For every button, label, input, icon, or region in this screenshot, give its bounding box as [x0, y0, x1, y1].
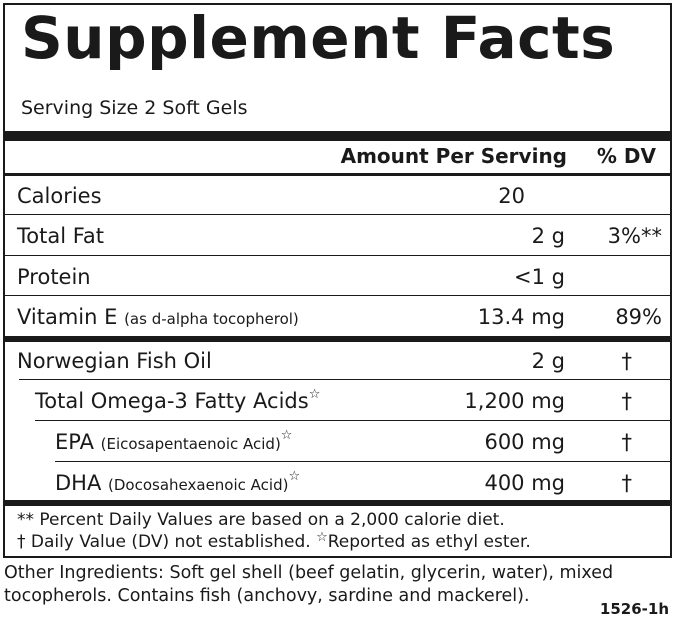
- nutrient-amount: 400 mg: [484, 471, 565, 495]
- nutrient-name: DHA (Docosahexaenoic Acid)☆: [55, 469, 301, 495]
- divider: [55, 461, 670, 462]
- nutrient-name: Vitamin E (as d-alpha tocopherol): [17, 305, 299, 329]
- thick-divider: [5, 336, 670, 342]
- nutrient-name: EPA (Eicosapentaenoic Acid)☆: [55, 428, 293, 454]
- nutrient-amount: 600 mg: [484, 430, 565, 454]
- nutrient-name: Calories: [17, 184, 102, 208]
- nutrient-row: DHA (Docosahexaenoic Acid)☆ 400 mg †: [5, 463, 670, 503]
- footnote-dv-not-established: † Daily Value (DV) not established. ☆Rep…: [17, 530, 531, 552]
- divider: [35, 420, 670, 421]
- supplement-facts-panel: Supplement Facts Serving Size 2 Soft Gel…: [3, 3, 672, 558]
- nutrient-dv: †: [621, 389, 633, 413]
- divider: [19, 379, 670, 380]
- thick-divider: [5, 500, 670, 506]
- footnote-dv-basis: ** Percent Daily Values are based on a 2…: [17, 510, 505, 530]
- nutrient-amount: 2 g: [531, 349, 565, 373]
- star-icon: ☆: [280, 428, 293, 443]
- nutrient-row: Total Omega-3 Fatty Acids☆ 1,200 mg †: [5, 381, 670, 421]
- nutrient-dv: †: [621, 471, 633, 495]
- divider: [5, 295, 670, 296]
- divider: [5, 255, 670, 256]
- divider: [5, 173, 670, 176]
- other-ingredients-line: Other Ingredients: Soft gel shell (beef …: [4, 563, 614, 583]
- other-ingredients-line: tocopherols. Contains fish (anchovy, sar…: [4, 586, 530, 606]
- nutrient-dv: †: [621, 349, 633, 373]
- nutrient-name: Protein: [17, 265, 91, 289]
- nutrient-row: Calories 20: [5, 176, 670, 216]
- panel-title: Supplement Facts: [21, 4, 616, 72]
- nutrient-amount: 13.4 mg: [477, 305, 565, 329]
- serving-size: Serving Size 2 Soft Gels: [21, 97, 248, 119]
- nutrient-amount: <1 g: [514, 265, 565, 289]
- nutrient-row: Norwegian Fish Oil 2 g †: [5, 341, 670, 381]
- nutrient-amount: 20: [498, 184, 525, 208]
- nutrient-source: (Eicosapentaenoic Acid): [100, 435, 281, 453]
- column-header-row: Amount Per Serving % DV: [5, 136, 670, 176]
- dv-header: % DV: [596, 144, 656, 168]
- nutrient-row: Protein <1 g: [5, 257, 670, 297]
- nutrient-amount: 1,200 mg: [464, 389, 565, 413]
- product-code: 1526-1h: [599, 600, 669, 618]
- nutrient-row: Vitamin E (as d-alpha tocopherol) 13.4 m…: [5, 297, 670, 337]
- nutrient-name: Total Omega-3 Fatty Acids☆: [35, 387, 321, 413]
- amount-header: Amount Per Serving: [340, 144, 567, 168]
- thick-divider: [5, 131, 670, 141]
- star-icon: ☆: [316, 530, 328, 545]
- nutrient-name: Total Fat: [17, 224, 104, 248]
- nutrient-source: (Docosahexaenoic Acid): [108, 476, 289, 494]
- nutrient-dv: †: [621, 430, 633, 454]
- nutrient-source: (as d-alpha tocopherol): [124, 310, 299, 328]
- nutrient-row: Total Fat 2 g 3%**: [5, 216, 670, 256]
- nutrient-dv: 3%**: [607, 224, 662, 248]
- star-icon: ☆: [308, 387, 321, 402]
- nutrient-dv: 89%: [615, 305, 662, 329]
- divider: [5, 214, 670, 215]
- star-icon: ☆: [288, 469, 301, 484]
- nutrient-name: Norwegian Fish Oil: [17, 349, 212, 373]
- nutrient-amount: 2 g: [531, 224, 565, 248]
- nutrient-row: EPA (Eicosapentaenoic Acid)☆ 600 mg †: [5, 422, 670, 462]
